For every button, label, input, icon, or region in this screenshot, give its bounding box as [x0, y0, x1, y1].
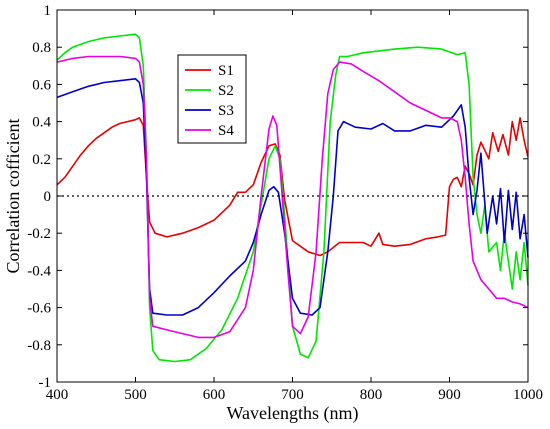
- y-tick-label: -1: [39, 375, 52, 391]
- series-layer: [56, 33, 529, 363]
- tick-layer: 400 500 600 700 800 900 1000 1 0.8 0.6 0.4 0.2 0 -0.2…: [27, 3, 543, 403]
- x-tick-label: 900: [438, 387, 461, 403]
- y-tick-label: -0.2: [27, 226, 51, 242]
- y-tick-label: 0.2: [32, 152, 51, 168]
- y-tick-label: 0.6: [32, 77, 51, 93]
- y-tick-label: -0.4: [27, 263, 51, 279]
- series-line-s1: [56, 117, 529, 257]
- y-tick-label: -0.8: [27, 338, 51, 354]
- y-tick-label: 0.8: [32, 40, 51, 56]
- legend: S1 S2 S3 S4: [177, 54, 247, 144]
- y-tick-label: -0.6: [27, 301, 51, 317]
- x-tick-label: 1000: [513, 387, 543, 403]
- x-tick-label: 700: [281, 387, 304, 403]
- x-tick-label: 500: [124, 387, 147, 403]
- x-tick-label: 800: [360, 387, 383, 403]
- y-axis-label: Correlation cofficient: [3, 118, 23, 273]
- x-tick-label: 400: [46, 387, 69, 403]
- legend-label-s4: S4: [218, 123, 234, 139]
- y-tick-label: 0.4: [32, 115, 51, 131]
- series-line-s4: [56, 55, 529, 339]
- legend-label-s2: S2: [218, 83, 234, 99]
- legend-label-s3: S3: [218, 103, 234, 119]
- x-axis-label: Wavelengths (nm): [226, 403, 358, 424]
- y-tick-label: 0: [44, 189, 52, 205]
- y-tick-label: 1: [44, 3, 52, 19]
- legend-label-s1: S1: [218, 63, 234, 79]
- x-tick-label: 600: [203, 387, 226, 403]
